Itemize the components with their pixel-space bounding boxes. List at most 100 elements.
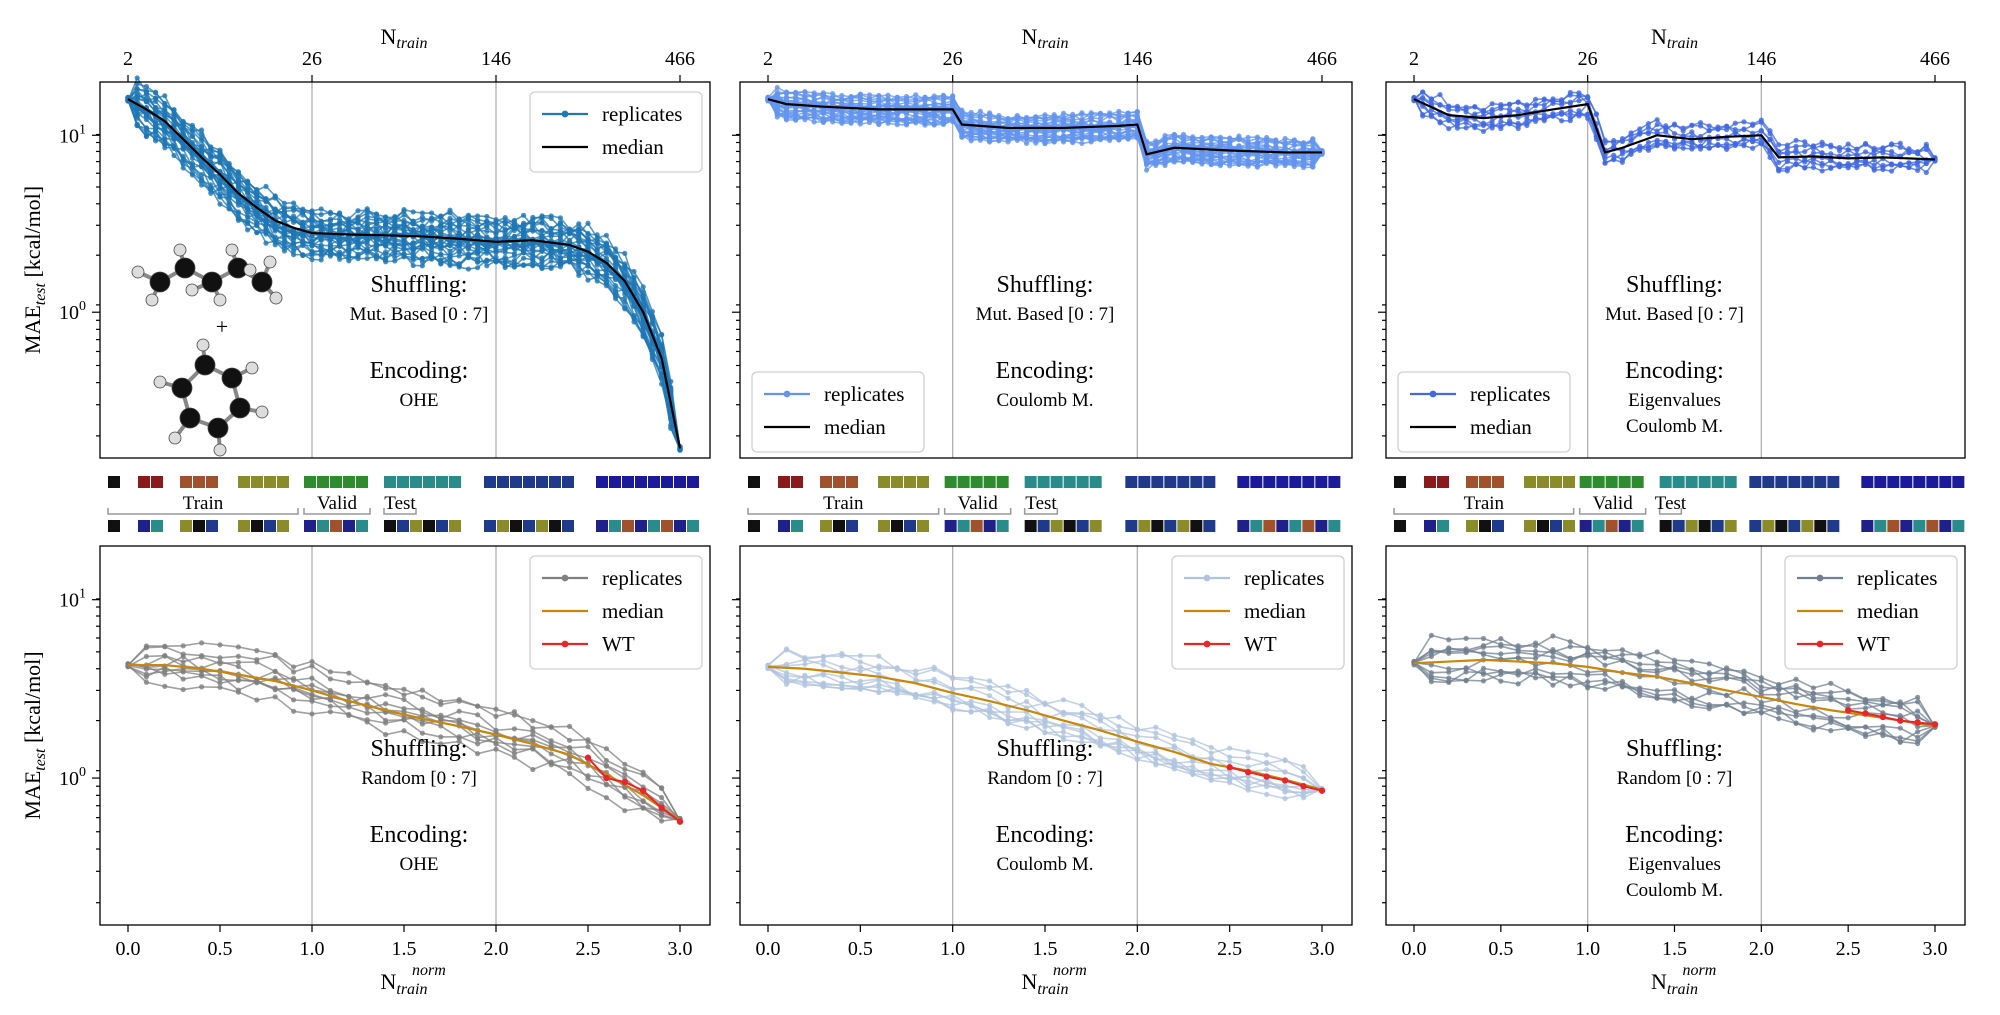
replicate-point xyxy=(594,232,600,238)
replicate-point xyxy=(987,693,993,699)
replicate-point xyxy=(410,244,416,250)
replicate-point xyxy=(392,254,398,260)
wt-point xyxy=(640,787,647,794)
replicate-point xyxy=(217,672,223,678)
replicate-point xyxy=(1134,747,1140,753)
replicate-point xyxy=(263,196,269,203)
replicate-point xyxy=(1532,118,1539,124)
replicate-point xyxy=(1532,96,1539,102)
replicate-point xyxy=(419,239,425,245)
replicate-point xyxy=(1199,143,1205,150)
replicate-point xyxy=(1264,160,1270,167)
replicate-point xyxy=(1107,136,1113,142)
replicate-point xyxy=(1310,139,1316,145)
replicate-point xyxy=(1758,127,1764,134)
replicate-point xyxy=(1033,140,1039,146)
replicate-point xyxy=(180,654,186,660)
replicate-point xyxy=(245,227,251,233)
replicate-point xyxy=(1060,723,1067,729)
replicate-point xyxy=(820,662,827,668)
replicate-point xyxy=(309,691,315,698)
replicate-point xyxy=(1810,150,1817,156)
replicate-point xyxy=(1125,136,1131,142)
replicate-point xyxy=(337,211,343,217)
replicate-point xyxy=(820,119,827,126)
replicate-point xyxy=(1282,782,1288,789)
replicate-point xyxy=(364,239,370,245)
replicate-point xyxy=(940,114,947,120)
replicate-point xyxy=(346,704,352,710)
replicate-point xyxy=(1171,760,1177,766)
replicate-point xyxy=(1446,117,1452,124)
replicate-point xyxy=(199,640,205,646)
replicate-point xyxy=(171,117,177,123)
replicate-point xyxy=(1070,140,1076,146)
replicate-point xyxy=(373,211,379,217)
shuffling-value: Mut. Based [0 : 7] xyxy=(976,304,1115,325)
replicate-point xyxy=(1480,107,1487,113)
replicate-point xyxy=(1611,140,1617,146)
replicate-point xyxy=(1227,754,1233,760)
replicate-point xyxy=(640,769,646,775)
replicate-point xyxy=(309,675,315,681)
replicate-point xyxy=(1454,117,1461,123)
replicate-point xyxy=(839,92,845,99)
replicate-point xyxy=(1463,125,1469,131)
replicate-point xyxy=(1576,90,1582,96)
top-x-tick-label: 26 xyxy=(1578,48,1598,70)
replicate-point xyxy=(802,672,808,678)
replicate-point xyxy=(1190,136,1196,142)
legend-label-med: median xyxy=(602,135,664,159)
replicate-point xyxy=(465,255,471,261)
replicate-point xyxy=(419,210,425,216)
replicate-point xyxy=(383,682,389,689)
replicate-point xyxy=(1134,726,1140,732)
top-x-tick-label: 466 xyxy=(1307,48,1337,70)
replicate-point xyxy=(1143,139,1150,146)
replicate-point xyxy=(429,224,435,230)
top-x-tick-label: 466 xyxy=(1920,48,1950,70)
replicate-point xyxy=(1042,136,1048,142)
replicate-point xyxy=(1741,136,1747,142)
replicate-point xyxy=(235,216,241,222)
replicate-point xyxy=(245,205,251,211)
replicate-point xyxy=(1254,151,1260,157)
replicate-point xyxy=(802,656,808,662)
encoding-title: Encoding: xyxy=(370,358,469,384)
replicate-point xyxy=(364,695,370,702)
replicate-point xyxy=(1689,129,1695,135)
replicate-point xyxy=(1776,159,1782,166)
replicate-point xyxy=(410,209,416,215)
replicate-point xyxy=(392,249,398,255)
median-line xyxy=(127,98,682,449)
replicate-point xyxy=(1524,122,1530,129)
replicate-point xyxy=(567,770,573,777)
replicate-point xyxy=(309,682,315,688)
replicate-point xyxy=(968,702,974,708)
replicate-point xyxy=(199,172,205,178)
replicate-point xyxy=(309,240,315,246)
replicate-point xyxy=(346,234,352,240)
encoding-title: Encoding: xyxy=(1625,358,1724,384)
replicate-point xyxy=(996,118,1002,125)
replicate-point xyxy=(885,96,891,102)
replicate-point xyxy=(1023,687,1030,693)
replicate-point xyxy=(511,263,517,269)
replicate-point xyxy=(1273,155,1279,162)
replicate-point xyxy=(134,92,140,98)
replicate-point xyxy=(1125,132,1131,138)
replicate-point xyxy=(1282,139,1288,145)
replicate-point xyxy=(346,225,352,231)
bottom-x-axis-label: Ntrain xyxy=(380,969,427,998)
replicate-point xyxy=(885,118,891,124)
replicate-point xyxy=(134,123,140,129)
replicate-point xyxy=(876,102,882,108)
replicate-point xyxy=(272,668,278,675)
replicate-point xyxy=(429,249,435,255)
replicate-point xyxy=(1023,122,1030,128)
replicate-point xyxy=(1051,121,1057,127)
replicate-point xyxy=(1171,136,1177,142)
replicate-point xyxy=(1420,113,1426,119)
replicate-point xyxy=(263,227,269,233)
replicate-point xyxy=(309,658,315,665)
